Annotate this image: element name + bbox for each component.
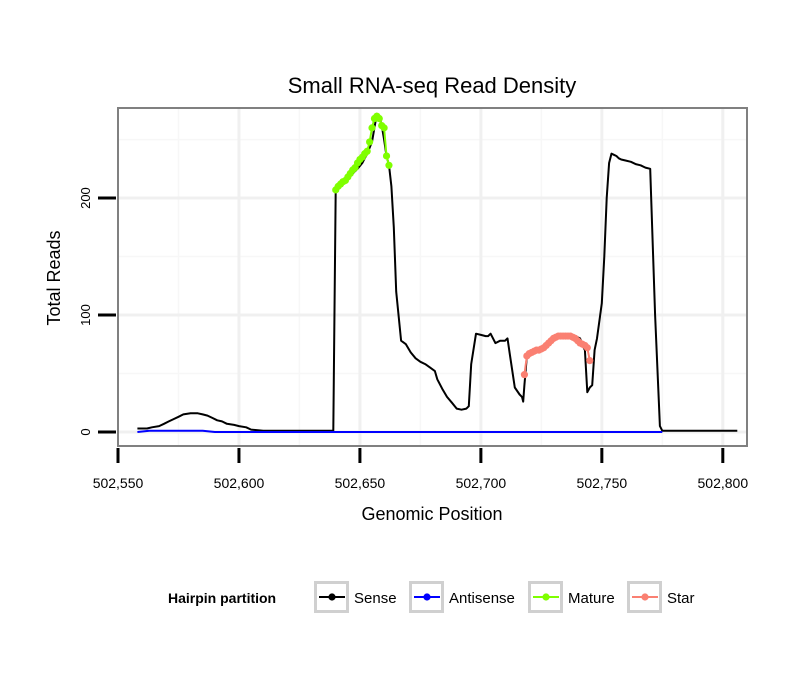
chart-title: Small RNA-seq Read Density: [288, 73, 577, 98]
legend: Hairpin partition Sense Antisense Mature St…: [168, 581, 695, 613]
legend-title: Hairpin partition: [168, 590, 276, 606]
legend-key-marker-antisense: [423, 593, 431, 601]
series-line-antisense: [137, 429, 663, 433]
data-point-star: [586, 357, 594, 365]
data-point-star: [520, 371, 529, 379]
plot-area: 502,550 502,600 502,650 502,700 502,750 502,8…: [78, 107, 749, 491]
legend-label-sense: Sense: [354, 590, 397, 607]
legend-key-marker-mature: [542, 593, 550, 601]
x-tick-label: 502,700: [456, 475, 507, 491]
y-axis-label: Total Reads: [44, 230, 64, 325]
x-tick-label: 502,750: [577, 475, 628, 491]
legend-label-antisense: Antisense: [449, 590, 515, 607]
y-tick-label: 0: [78, 428, 93, 435]
legend-key-marker-star: [641, 593, 649, 601]
legend-label-star: Star: [667, 590, 695, 607]
series-line-sense: [137, 112, 738, 432]
legend-label-mature: Mature: [568, 590, 615, 607]
data-point-mature: [385, 161, 393, 169]
data-point-mature: [380, 124, 388, 132]
x-tick-label: 502,550: [93, 475, 144, 491]
plot-border: [117, 107, 748, 447]
data-point-mature: [382, 152, 391, 160]
y-tick-label: 200: [78, 187, 93, 209]
y-tick-label: 100: [78, 304, 93, 326]
x-tick-label: 502,800: [698, 475, 749, 491]
data-point-mature: [366, 138, 374, 146]
data-point-mature: [363, 147, 371, 155]
data-point-star: [583, 344, 591, 352]
x-tick-label: 502,600: [214, 475, 265, 491]
x-tick-label: 502,650: [335, 475, 386, 491]
legend-key-marker-sense: [328, 593, 336, 601]
plot-background: [118, 108, 747, 446]
data-point-mature: [368, 124, 376, 132]
x-axis-label: Genomic Position: [361, 504, 502, 524]
data-point-mature: [375, 114, 383, 123]
